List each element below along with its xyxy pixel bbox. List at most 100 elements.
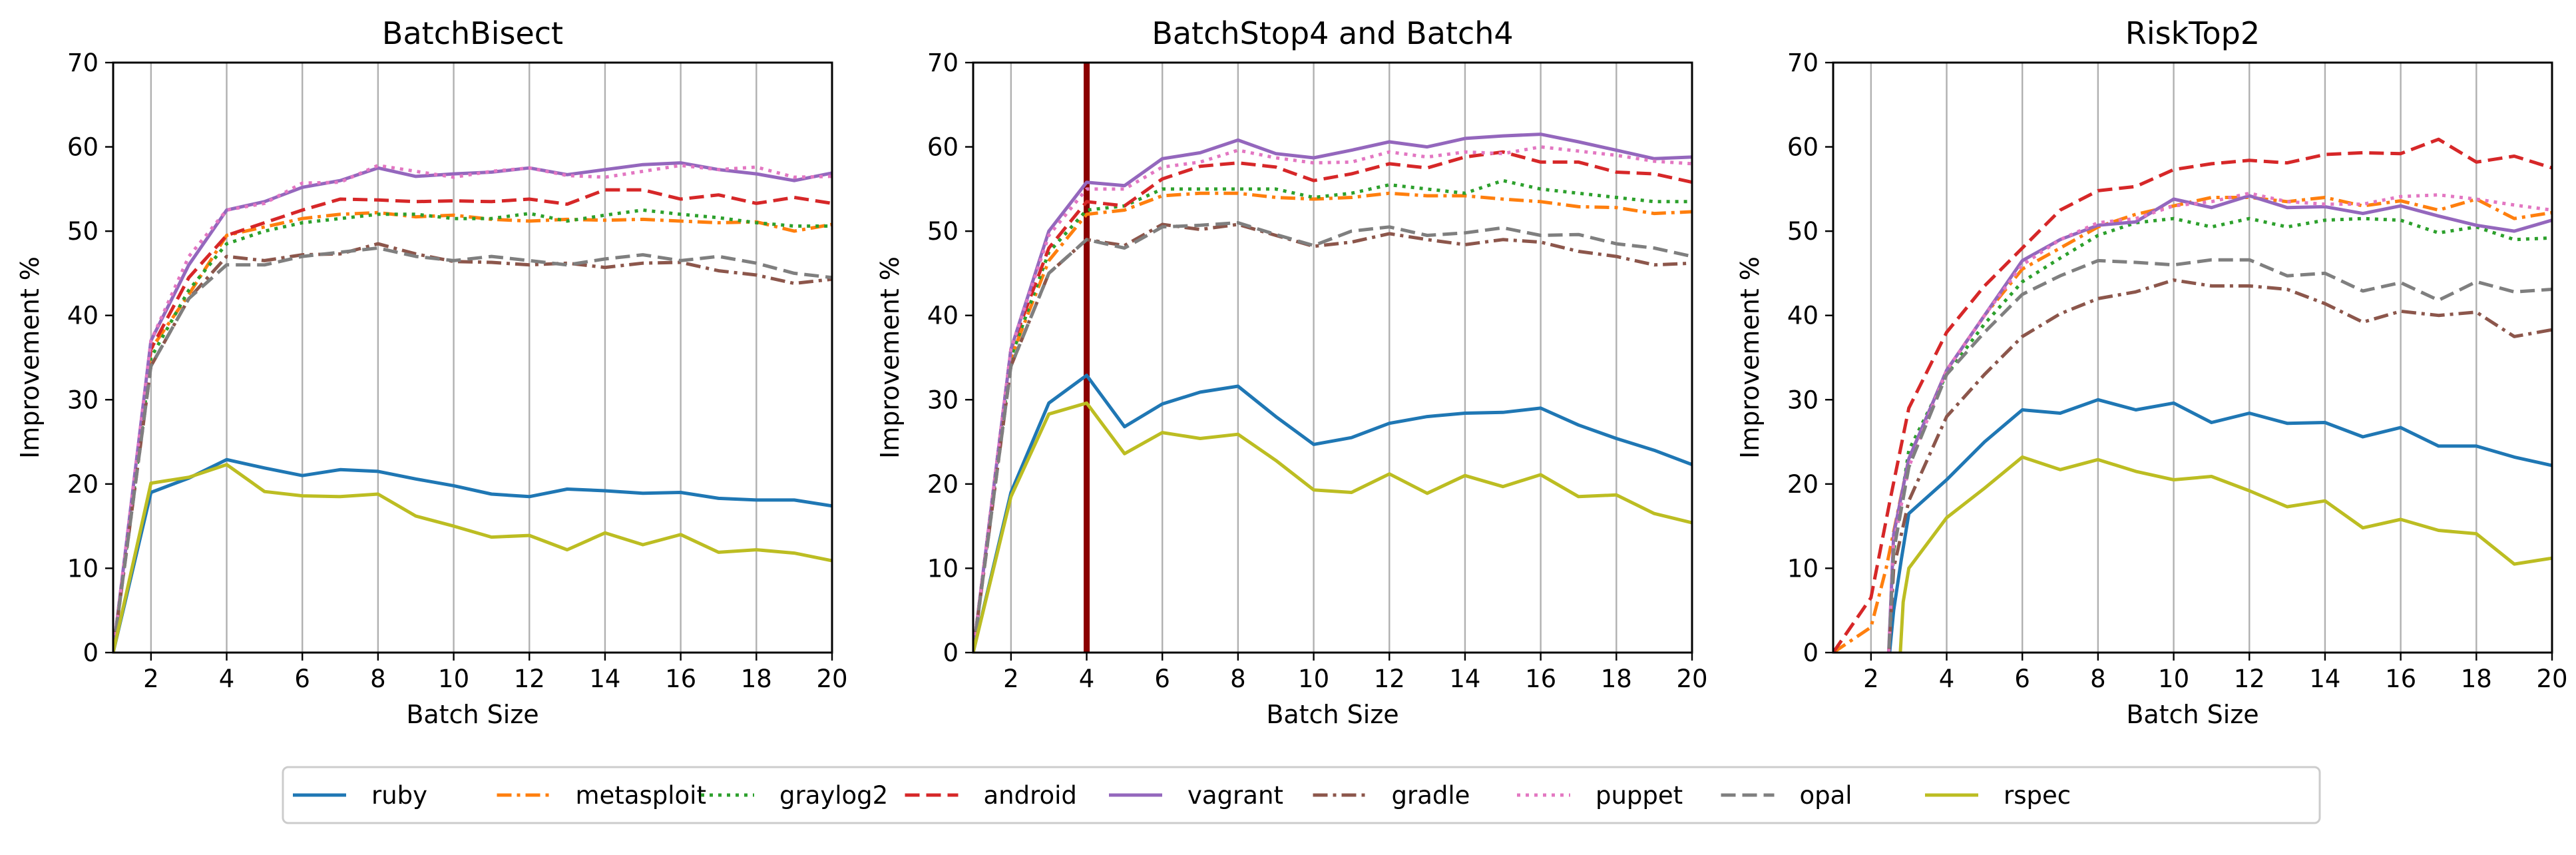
y-tick-label: 50	[1787, 217, 1819, 246]
series-line-android	[113, 188, 832, 653]
series-line-metasploit	[1833, 196, 2552, 653]
chart-title: BatchBisect	[382, 15, 563, 51]
series-line-ruby	[1888, 398, 2552, 653]
x-tick-label: 10	[2158, 665, 2189, 693]
series-line-rspec	[113, 463, 832, 653]
axes-frame	[112, 61, 833, 654]
axes-frame	[972, 61, 1693, 654]
x-tick-label: 2	[1863, 665, 1879, 693]
y-tick-label: 60	[927, 133, 959, 162]
y-tick-label: 50	[927, 217, 959, 246]
y-tick-label: 10	[927, 554, 959, 583]
x-tick-label: 20	[816, 665, 847, 693]
y-tick-label: 40	[927, 302, 959, 330]
series-line-opal	[113, 246, 832, 653]
series-line-vagrant	[1886, 194, 2552, 653]
y-tick-label: 30	[67, 386, 99, 414]
legend-label-rspec: rspec	[2004, 781, 2071, 810]
x-tick-label: 8	[1230, 665, 1246, 693]
x-tick-label: 16	[1525, 665, 1556, 693]
x-tick-label: 10	[438, 665, 469, 693]
y-tick-label: 20	[927, 470, 959, 499]
series-line-rspec	[1898, 455, 2552, 653]
x-tick-label: 20	[1676, 665, 1707, 693]
x-tick-label: 8	[2090, 665, 2106, 693]
series-line-graylog2	[113, 208, 832, 653]
y-axis-label: Improvement %	[1735, 256, 1765, 459]
y-tick-label: 70	[1787, 49, 1819, 77]
y-tick-label: 0	[943, 639, 959, 667]
legend-label-graylog2: graylog2	[779, 781, 888, 810]
series-line-vagrant	[973, 133, 1692, 653]
y-tick-label: 0	[1803, 639, 1819, 667]
series-line-graylog2	[973, 178, 1692, 653]
legend-label-android: android	[984, 781, 1077, 810]
y-tick-label: 50	[67, 217, 99, 246]
legend-label-metasploit: metasploit	[576, 781, 706, 810]
x-axis-label: Batch Size	[406, 700, 538, 729]
x-tick-label: 4	[1939, 665, 1955, 693]
x-tick-label: 2	[1003, 665, 1019, 693]
y-tick-label: 70	[927, 49, 959, 77]
x-axis-label: Batch Size	[2126, 700, 2258, 729]
series-line-opal	[973, 221, 1692, 653]
legend-frame	[282, 766, 2321, 824]
legend-label-ruby: ruby	[371, 781, 427, 810]
x-tick-label: 16	[2385, 665, 2416, 693]
y-tick-label: 30	[1787, 386, 1819, 414]
series-line-metasploit	[113, 210, 832, 653]
y-axis-label: Improvement %	[15, 256, 45, 459]
x-tick-label: 12	[1374, 665, 1405, 693]
y-tick-label: 0	[83, 639, 99, 667]
x-tick-label: 14	[2309, 665, 2340, 693]
x-axis-label: Batch Size	[1266, 700, 1398, 729]
legend-label-opal: opal	[1800, 781, 1852, 810]
y-tick-label: 60	[1787, 133, 1819, 162]
legend-label-puppet: puppet	[1596, 781, 1683, 810]
chart-panel-1: 2 4 6 8 10 12 14 16 18 20 0 10 20 30 40 50 60 70 BatchBise…	[15, 15, 848, 729]
y-tick-label: 20	[1787, 470, 1819, 499]
x-tick-label: 18	[1601, 665, 1632, 693]
legend-label-gradle: gradle	[1392, 781, 1470, 810]
legend: ruby metasploit graylog2 android vagrant grad…	[282, 766, 2321, 824]
series-line-ruby	[973, 374, 1692, 653]
series-line-metasploit	[973, 191, 1692, 653]
x-tick-label: 20	[2536, 665, 2567, 693]
y-tick-label: 20	[67, 470, 99, 499]
chart-panel-3: 2 4 6 8 10 12 14 16 18 20 0 10 20 30 40 50 60 70 RiskTop2 B…	[1735, 15, 2568, 729]
y-tick-label: 10	[67, 554, 99, 583]
x-tick-label: 18	[2461, 665, 2492, 693]
y-tick-label: 60	[67, 133, 99, 162]
x-tick-label: 14	[589, 665, 620, 693]
legend-label-vagrant: vagrant	[1187, 781, 1283, 810]
x-tick-label: 2	[143, 665, 159, 693]
x-tick-label: 16	[665, 665, 696, 693]
chart-title: BatchStop4 and Batch4	[1152, 15, 1513, 51]
x-tick-label: 14	[1449, 665, 1480, 693]
x-tick-label: 6	[2014, 665, 2030, 693]
y-tick-label: 40	[67, 302, 99, 330]
y-tick-label: 10	[1787, 554, 1819, 583]
x-tick-label: 10	[1298, 665, 1329, 693]
x-tick-label: 6	[294, 665, 310, 693]
series-line-gradle	[973, 222, 1692, 653]
series-line-gradle	[113, 242, 832, 653]
axes-frame	[1832, 61, 2553, 654]
series-line-android	[1833, 137, 2552, 653]
series-line-puppet	[113, 163, 832, 653]
series-line-rspec	[973, 401, 1692, 653]
series-line-opal	[1887, 258, 2552, 653]
series-line-android	[973, 150, 1692, 653]
x-tick-label: 4	[219, 665, 235, 693]
y-tick-label: 40	[1787, 302, 1819, 330]
y-axis-label: Improvement %	[875, 256, 905, 459]
x-tick-label: 6	[1154, 665, 1170, 693]
y-tick-label: 70	[67, 49, 99, 77]
chart-panel-2: 2 4 6 8 10 12 14 16 18 20 0 10 20 30 40 50 60 70 BatchStop…	[875, 15, 1708, 729]
y-tick-label: 30	[927, 386, 959, 414]
series-line-puppet	[1887, 191, 2552, 653]
x-tick-label: 12	[514, 665, 545, 693]
x-tick-label: 8	[370, 665, 386, 693]
series-line-vagrant	[113, 161, 832, 653]
